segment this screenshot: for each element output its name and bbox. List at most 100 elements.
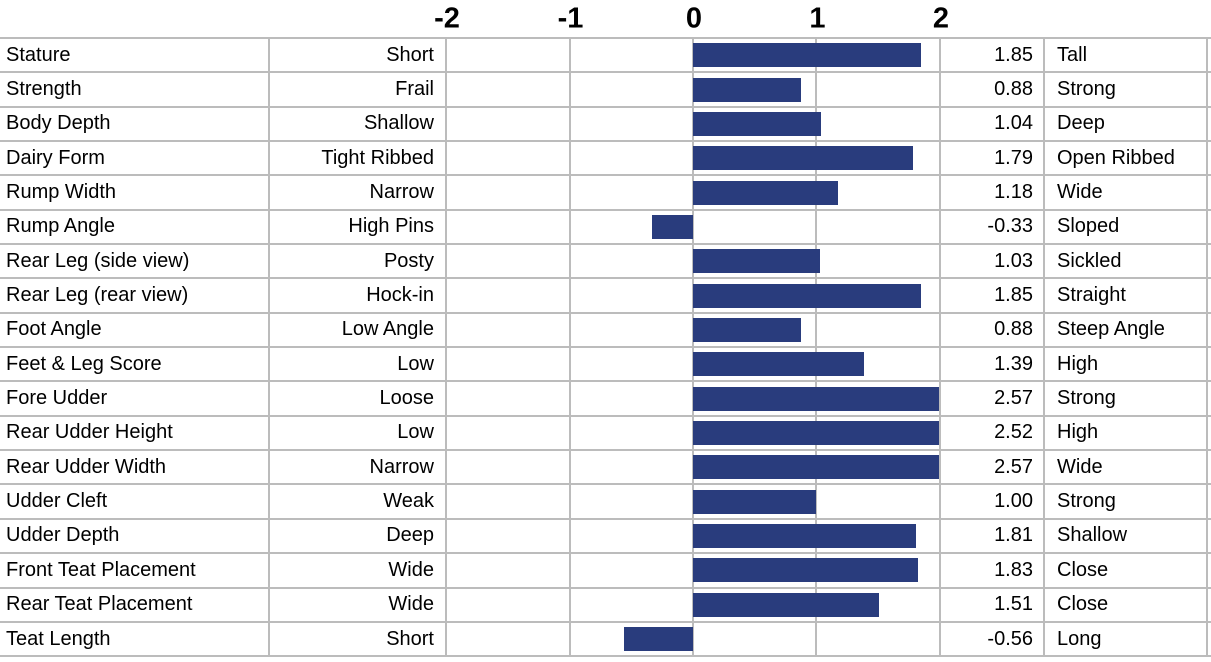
- trait-value-bar: [693, 180, 839, 205]
- high-descriptor-label: High: [1045, 348, 1208, 381]
- bar-chart-cell: [447, 142, 941, 175]
- axis-tick-neg2: -2: [434, 2, 460, 34]
- trait-value-bar: [693, 43, 921, 68]
- trait-value-label: -0.56: [941, 622, 1045, 656]
- trait-value-bar: [624, 627, 693, 652]
- trait-value-label: 2.57: [941, 382, 1045, 415]
- gridline-neg1: [569, 485, 571, 518]
- gridline-pos1: [815, 210, 817, 244]
- trait-name-label: Feet & Leg Score: [0, 348, 270, 381]
- trait-value-bar: [652, 214, 693, 239]
- gridline-pos1: [815, 73, 817, 106]
- axis-scale: -2 -1 0 1 2: [434, 0, 949, 37]
- trait-value-label: 1.85: [941, 39, 1045, 72]
- bar-chart-cell: [447, 451, 941, 484]
- trait-value-bar: [693, 249, 820, 274]
- trait-name-label: Rear Teat Placement: [0, 588, 270, 621]
- trait-value-bar: [693, 146, 914, 171]
- trait-value-label: 1.18: [941, 176, 1045, 209]
- trait-row: Rear Leg (rear view) Hock-in 1.85 Straig…: [0, 279, 1211, 314]
- high-descriptor-label: Sickled: [1045, 245, 1208, 278]
- high-descriptor-label: Strong: [1045, 73, 1208, 106]
- trait-value-bar: [693, 386, 939, 411]
- high-descriptor-label: Wide: [1045, 451, 1208, 484]
- gridline-neg1: [569, 554, 571, 587]
- low-descriptor-label: Weak: [270, 485, 447, 518]
- trait-name-label: Strength: [0, 73, 270, 106]
- trait-value-bar: [693, 111, 821, 136]
- bar-chart-cell: [447, 313, 941, 347]
- low-descriptor-label: Frail: [270, 73, 447, 106]
- bar-chart-cell: [447, 107, 941, 141]
- bar-chart-cell: [447, 73, 941, 106]
- trait-row: Rear Leg (side view) Posty 1.03 Sickled: [0, 245, 1211, 280]
- trait-name-label: Rump Angle: [0, 210, 270, 244]
- low-descriptor-label: Hock-in: [270, 279, 447, 312]
- trait-name-label: Dairy Form: [0, 142, 270, 175]
- low-descriptor-label: Loose: [270, 382, 447, 415]
- high-descriptor-label: Tall: [1045, 39, 1208, 72]
- trait-row: Teat Length Short -0.56 Long: [0, 622, 1211, 658]
- trait-name-label: Rear Leg (rear view): [0, 279, 270, 312]
- high-descriptor-label: High: [1045, 416, 1208, 450]
- gridline-neg1: [569, 313, 571, 347]
- trait-name-label: Udder Depth: [0, 519, 270, 553]
- trait-value-label: 1.51: [941, 588, 1045, 621]
- axis-header: -2 -1 0 1 2: [0, 0, 1211, 37]
- bar-chart-cell: [447, 554, 941, 587]
- trait-name-label: Rump Width: [0, 176, 270, 209]
- bar-chart-cell: [447, 519, 941, 553]
- trait-value-bar: [693, 592, 879, 617]
- trait-row: Front Teat Placement Wide 1.83 Close: [0, 554, 1211, 589]
- gridline-neg1: [569, 176, 571, 209]
- trait-value-bar: [693, 489, 816, 514]
- bar-chart-cell: [447, 348, 941, 381]
- trait-value-label: -0.33: [941, 210, 1045, 244]
- low-descriptor-label: Short: [270, 39, 447, 72]
- trait-name-label: Udder Cleft: [0, 485, 270, 518]
- trait-value-label: 1.79: [941, 142, 1045, 175]
- trait-value-label: 0.88: [941, 73, 1045, 106]
- gridline-neg1: [569, 382, 571, 415]
- bar-chart-cell: [447, 176, 941, 209]
- axis-header-spacer-low: [270, 0, 447, 37]
- trait-value-bar: [693, 455, 939, 480]
- axis-header-spacer-trait: [0, 0, 270, 37]
- gridline-neg1: [569, 348, 571, 381]
- low-descriptor-label: High Pins: [270, 210, 447, 244]
- high-descriptor-label: Shallow: [1045, 519, 1208, 553]
- low-descriptor-label: Tight Ribbed: [270, 142, 447, 175]
- high-descriptor-label: Strong: [1045, 485, 1208, 518]
- trait-value-bar: [693, 558, 919, 583]
- trait-name-label: Rear Udder Height: [0, 416, 270, 450]
- trait-name-label: Stature: [0, 39, 270, 72]
- gridline-neg1: [569, 622, 571, 656]
- axis-tick-pos2: 2: [932, 2, 950, 34]
- trait-row: Rear Teat Placement Wide 1.51 Close: [0, 588, 1211, 623]
- trait-value-bar: [693, 420, 939, 445]
- trait-value-label: 2.52: [941, 416, 1045, 450]
- gridline-pos1: [815, 313, 817, 347]
- high-descriptor-label: Steep Angle: [1045, 313, 1208, 347]
- trait-value-label: 0.88: [941, 313, 1045, 347]
- low-descriptor-label: Narrow: [270, 176, 447, 209]
- axis-tick-pos1: 1: [809, 2, 826, 34]
- trait-row: Udder Depth Deep 1.81 Shallow: [0, 519, 1211, 555]
- gridline-neg1: [569, 245, 571, 278]
- low-descriptor-label: Deep: [270, 519, 447, 553]
- high-descriptor-label: Wide: [1045, 176, 1208, 209]
- bar-chart-cell: [447, 210, 941, 244]
- gridline-neg1: [569, 519, 571, 553]
- gridline-neg1: [569, 107, 571, 141]
- high-descriptor-label: Deep: [1045, 107, 1208, 141]
- trait-value-label: 1.04: [941, 107, 1045, 141]
- trait-name-label: Rear Udder Width: [0, 451, 270, 484]
- trait-row: Udder Cleft Weak 1.00 Strong: [0, 485, 1211, 520]
- trait-row: Body Depth Shallow 1.04 Deep: [0, 107, 1211, 143]
- gridline-zero: [692, 622, 694, 656]
- low-descriptor-label: Short: [270, 622, 447, 656]
- trait-value-bar: [693, 352, 864, 377]
- trait-row: Strength Frail 0.88 Strong: [0, 73, 1211, 108]
- gridline-pos1: [815, 485, 817, 518]
